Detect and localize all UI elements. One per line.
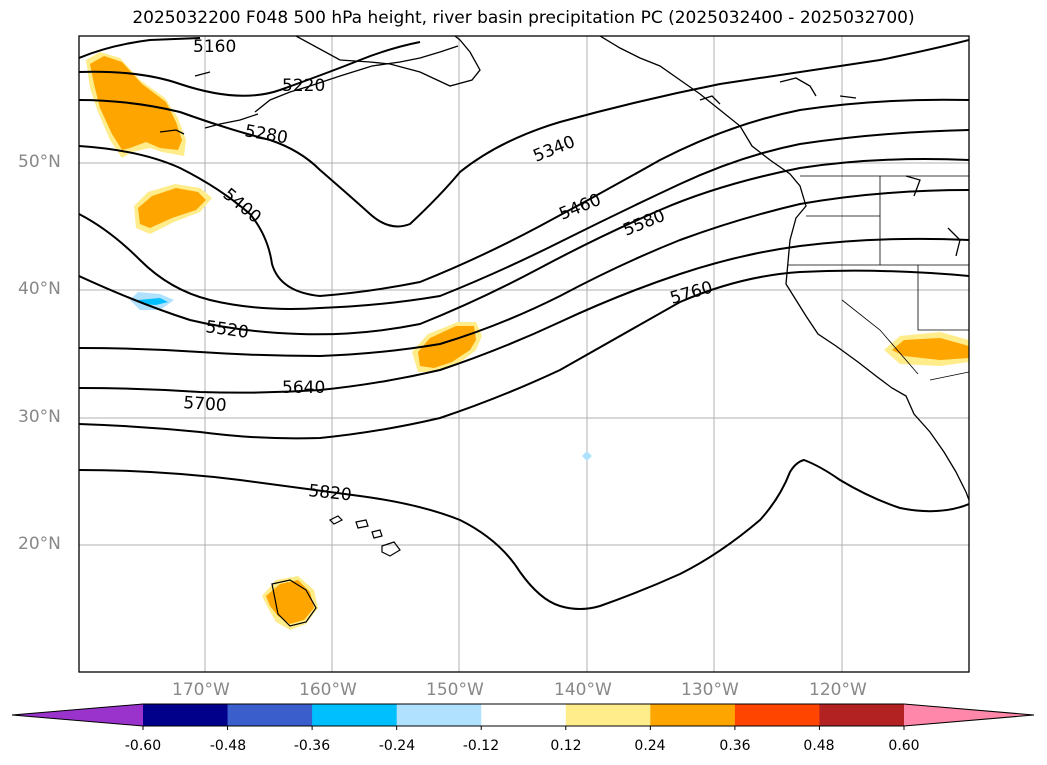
map-title: 2025032200 F048 500 hPa height, river ba… (132, 8, 915, 28)
colorbar-tick-label: 0.60 (888, 738, 920, 754)
longitude-label: 120°W (809, 680, 867, 700)
colorbar-bin (650, 704, 736, 726)
contour-label: 5220 (282, 76, 325, 96)
colorbar-bin (143, 704, 229, 726)
hawaii-islands (271, 515, 401, 627)
colorbar-tick-label: 0.36 (719, 738, 751, 754)
colorbar-bin (734, 704, 820, 726)
contour-label: 5160 (193, 37, 236, 57)
colorbar-bin (819, 704, 905, 726)
colorbar-tick-label: -0.60 (124, 738, 162, 754)
colorbar-tick-label: -0.36 (293, 738, 331, 754)
colorbar-extend-high (904, 704, 1034, 726)
colorbar-tick-label: 0.24 (634, 738, 666, 754)
contour-label: 5700 (183, 393, 228, 416)
latitude-label: 40°N (18, 279, 61, 299)
colorbar-bin (312, 704, 398, 726)
longitude-label: 170°W (172, 680, 230, 700)
latitude-label: 20°N (18, 534, 61, 554)
coastlines (159, 36, 969, 501)
latitude-label: 50°N (18, 152, 61, 172)
colorbar-bin (565, 704, 651, 726)
colorbar-bin (227, 704, 313, 726)
height-contours (79, 37, 969, 610)
colorbar-bin (396, 704, 482, 726)
political-borders (788, 175, 969, 381)
latitude-label: 30°N (18, 407, 61, 427)
longitude-label: 160°W (299, 680, 357, 700)
longitude-label: 130°W (681, 680, 739, 700)
colorbar-extend-low (12, 704, 143, 726)
colorbar-tick-label: 0.12 (550, 738, 582, 754)
colorbar-bin (481, 704, 567, 726)
colorbar-tick-label: -0.48 (209, 738, 247, 754)
longitude-label: 140°W (554, 680, 612, 700)
map-frame (78, 35, 970, 673)
colorbar-tick-label: -0.24 (378, 738, 416, 754)
colorbar-tick-label: -0.12 (462, 738, 500, 754)
contour-label: 5820 (307, 481, 352, 505)
colorbar (11, 703, 1035, 730)
colorbar-tick-label: 0.48 (803, 738, 835, 754)
longitude-label: 150°W (426, 680, 484, 700)
contour-label: 5640 (282, 378, 325, 398)
